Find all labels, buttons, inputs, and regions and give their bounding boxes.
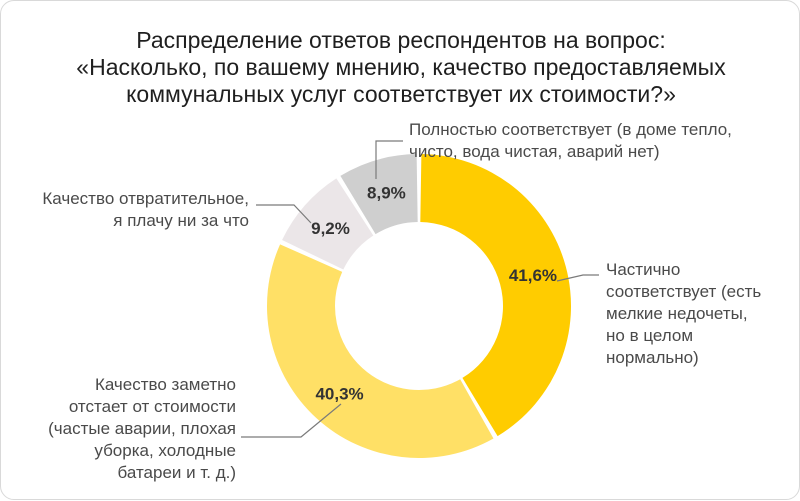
- leader-disgusting: [256, 204, 312, 224]
- slice-value-label: 9,2%: [311, 219, 350, 238]
- slice-label-disgusting: Качество отвратительное, я плачу ни за ч…: [9, 188, 249, 232]
- slice-label-line: но в целом: [606, 326, 694, 345]
- slice-lags-behind: [267, 244, 494, 459]
- slice-value-label: 41,6%: [509, 266, 557, 285]
- chart-title-line: Распределение ответов респондентов на во…: [136, 27, 666, 53]
- slice-label-line: отстает от стоимости: [68, 397, 236, 416]
- leader-partially: [556, 274, 599, 282]
- chart-title-line: «Насколько, по вашему мнению, качество п…: [76, 54, 726, 80]
- slice-value-label: 8,9%: [367, 184, 406, 203]
- chart-title-line: коммунальных услуг соответствует их стои…: [126, 81, 676, 107]
- slice-label-line: Полностью соответствует (в доме тепло,: [409, 120, 732, 139]
- slice-label-line: мелкие недочеты,: [606, 304, 748, 323]
- slice-label-lags-behind: Качество заметно отстает от стоимости (ч…: [11, 374, 236, 484]
- slice-value-label: 40,3%: [315, 384, 363, 403]
- slice-label-fully-corresponds: Полностью соответствует (в доме тепло, ч…: [409, 119, 789, 163]
- slice-label-line: Частично: [606, 260, 681, 279]
- slice-label-line: уборка, холодные: [94, 441, 236, 460]
- slice-label-line: соответствует (есть: [606, 282, 762, 301]
- slice-label-partially: Частично соответствует (есть мелкие недо…: [606, 259, 796, 369]
- slice-label-line: чисто, вода чистая, аварий нет): [409, 142, 660, 161]
- slice-label-line: нормально): [606, 348, 699, 367]
- slice-label-line: (частые аварии, плохая: [48, 419, 236, 438]
- slice-label-line: я плачу ни за что: [113, 211, 249, 230]
- slice-label-line: Качество отвратительное,: [42, 189, 249, 208]
- chart-title: Распределение ответов респондентов на во…: [41, 27, 761, 108]
- slice-label-line: батареи и т. д.): [117, 463, 236, 482]
- slice-fully-corresponds: [340, 154, 418, 235]
- leader-lags-behind: [241, 403, 342, 438]
- slice-disgusting: [282, 178, 374, 270]
- leader-fully-corresponds: [375, 140, 403, 179]
- slice-partially: [420, 154, 571, 437]
- slice-label-line: Качество заметно: [94, 375, 236, 394]
